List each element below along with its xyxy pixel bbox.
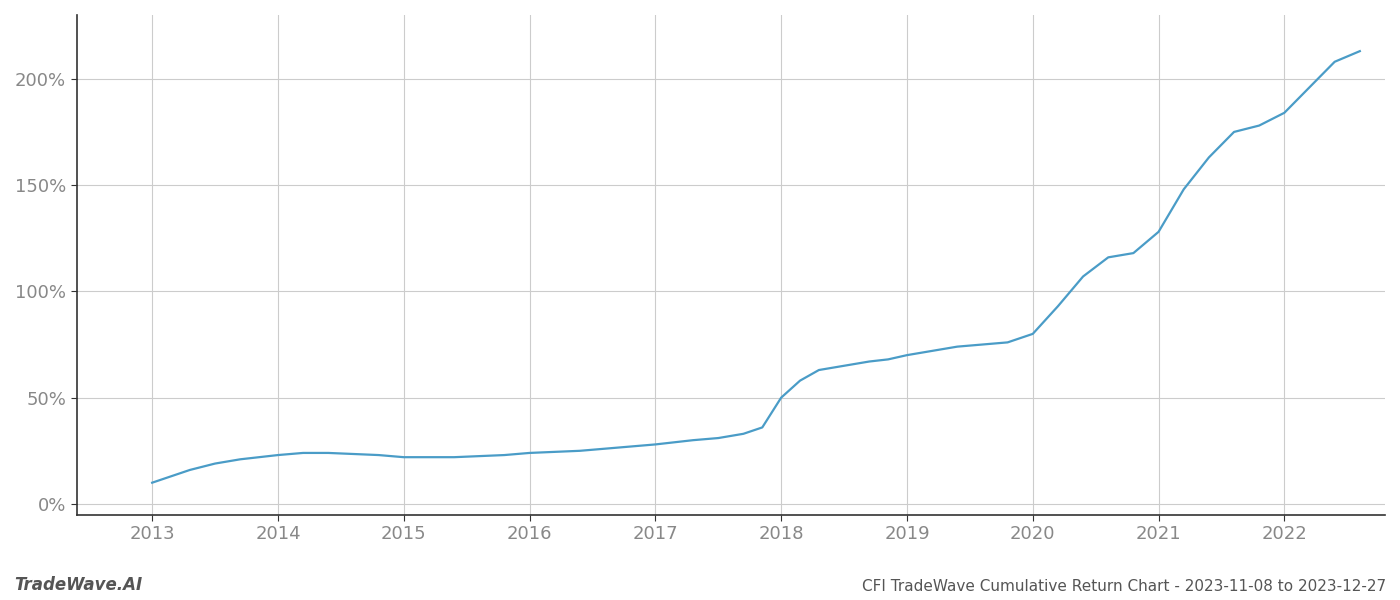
Text: TradeWave.AI: TradeWave.AI — [14, 576, 143, 594]
Text: CFI TradeWave Cumulative Return Chart - 2023-11-08 to 2023-12-27: CFI TradeWave Cumulative Return Chart - … — [862, 579, 1386, 594]
